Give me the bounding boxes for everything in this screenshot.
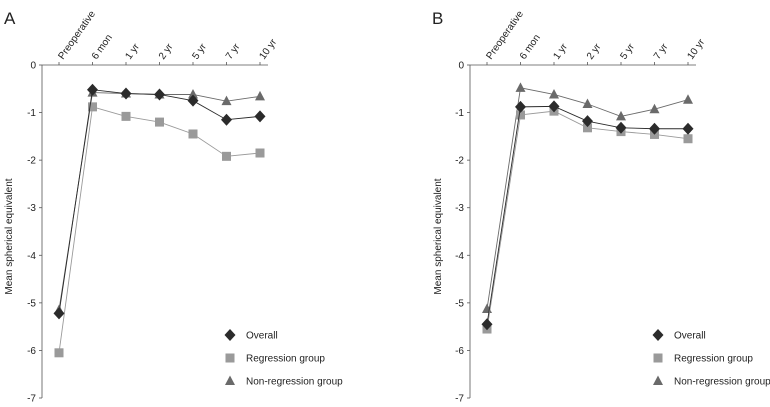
y-tick-label: -3 xyxy=(455,203,464,214)
data-point-non-regression-group xyxy=(549,88,559,99)
data-point-regression-group xyxy=(88,102,97,112)
series-regression-group xyxy=(482,106,693,334)
legend-label-non-regression-group: Non-regression group xyxy=(246,377,343,388)
data-point-regression-group xyxy=(155,117,164,127)
y-axis-title: Mean spherical equivalent xyxy=(4,178,15,294)
legend: Overall Regression group Non-regression gr… xyxy=(652,329,770,388)
y-tick-label: -1 xyxy=(27,108,36,119)
legend-label-non-regression-group: Non-regression group xyxy=(674,377,770,388)
data-point-non-regression-group xyxy=(221,95,232,106)
y-tick-label: -3 xyxy=(27,203,36,214)
x-tick-label-6-mon: 6 mon xyxy=(518,33,543,62)
data-point-regression-group xyxy=(255,148,265,158)
x-tick-label-1-yr: 1 yr xyxy=(551,41,570,62)
data-point-non-regression-group xyxy=(255,90,265,101)
data-point-overall xyxy=(481,318,493,331)
x-tick-label-5-yr: 5 yr xyxy=(618,41,637,62)
data-point-overall xyxy=(53,307,65,320)
legend: Overall Regression group Non-regression gr… xyxy=(224,329,343,388)
series-regression-group xyxy=(54,102,265,358)
data-point-regression-group xyxy=(188,129,198,139)
y-tick-label: -5 xyxy=(455,298,464,309)
series-line-regression-group xyxy=(58,106,261,353)
y-tick-label: -2 xyxy=(27,156,36,167)
data-point-overall xyxy=(515,100,526,113)
y-tick-label: -7 xyxy=(27,394,36,405)
x-tick-label-2-yr: 2 yr xyxy=(157,41,176,62)
data-point-non-regression-group xyxy=(649,103,660,114)
y-tick-label: -4 xyxy=(455,251,464,262)
series-non-regression-group xyxy=(482,82,693,314)
data-point-regression-group xyxy=(222,151,231,161)
x-tick-label-7-yr: 7 yr xyxy=(224,41,243,62)
y-tick-label: 0 xyxy=(30,61,36,72)
y-tick-label: -1 xyxy=(455,108,464,119)
data-point-overall xyxy=(254,110,266,123)
legend-label-regression-group: Regression group xyxy=(246,354,325,365)
y-axis-title: Mean spherical equivalent xyxy=(433,178,444,294)
data-point-regression-group xyxy=(121,111,131,121)
panel-letter: B xyxy=(432,9,443,28)
y-tick-label: -2 xyxy=(455,156,464,167)
y-tick-label: -6 xyxy=(27,346,36,357)
data-point-overall xyxy=(682,122,694,135)
data-point-regression-group xyxy=(54,348,64,358)
y-tick-label: -7 xyxy=(455,394,464,405)
legend-marker-non-regression-group xyxy=(653,375,663,385)
data-point-non-regression-group xyxy=(683,94,693,104)
data-point-overall xyxy=(649,122,660,135)
panel-letter: A xyxy=(4,9,16,28)
data-point-overall xyxy=(548,100,560,113)
legend-marker-regression-group xyxy=(225,353,235,363)
data-point-overall xyxy=(582,115,593,128)
x-tick-label-10-yr: 10 yr xyxy=(685,37,707,62)
data-point-non-regression-group xyxy=(582,98,593,109)
x-tick-label-1-yr: 1 yr xyxy=(123,41,142,62)
data-point-non-regression-group xyxy=(616,110,626,121)
data-point-overall xyxy=(221,113,232,126)
x-tick-label-10-yr: 10 yr xyxy=(257,37,279,62)
data-point-overall xyxy=(120,87,132,100)
data-point-overall xyxy=(87,83,98,96)
x-tick-label-7-yr: 7 yr xyxy=(652,41,671,62)
data-point-overall xyxy=(187,94,199,107)
data-point-regression-group xyxy=(583,123,592,133)
series-overall xyxy=(481,100,694,331)
data-point-overall xyxy=(615,121,627,134)
series-overall xyxy=(53,83,266,320)
series-line-regression-group xyxy=(486,110,689,330)
legend-marker-non-regression-group xyxy=(225,375,235,385)
legend-label-regression-group: Regression group xyxy=(674,354,753,365)
y-tick-label: -4 xyxy=(27,251,36,262)
x-tick-label-6-mon: 6 mon xyxy=(90,33,115,62)
legend-label-overall: Overall xyxy=(246,331,278,342)
x-tick-label-2-yr: 2 yr xyxy=(585,41,604,62)
y-tick-label: -5 xyxy=(27,298,36,309)
legend-marker-overall xyxy=(652,329,664,341)
y-tick-label: 0 xyxy=(458,61,464,72)
data-point-non-regression-group xyxy=(515,82,526,92)
legend-marker-regression-group xyxy=(653,353,663,363)
data-point-non-regression-group xyxy=(188,88,198,99)
data-point-regression-group xyxy=(516,110,525,120)
data-point-regression-group xyxy=(683,134,693,144)
legend-label-overall: Overall xyxy=(674,331,706,342)
y-tick-label: -6 xyxy=(455,346,464,357)
data-point-overall xyxy=(154,88,165,101)
legend-marker-overall xyxy=(224,329,236,341)
x-tick-label-5-yr: 5 yr xyxy=(190,41,209,62)
